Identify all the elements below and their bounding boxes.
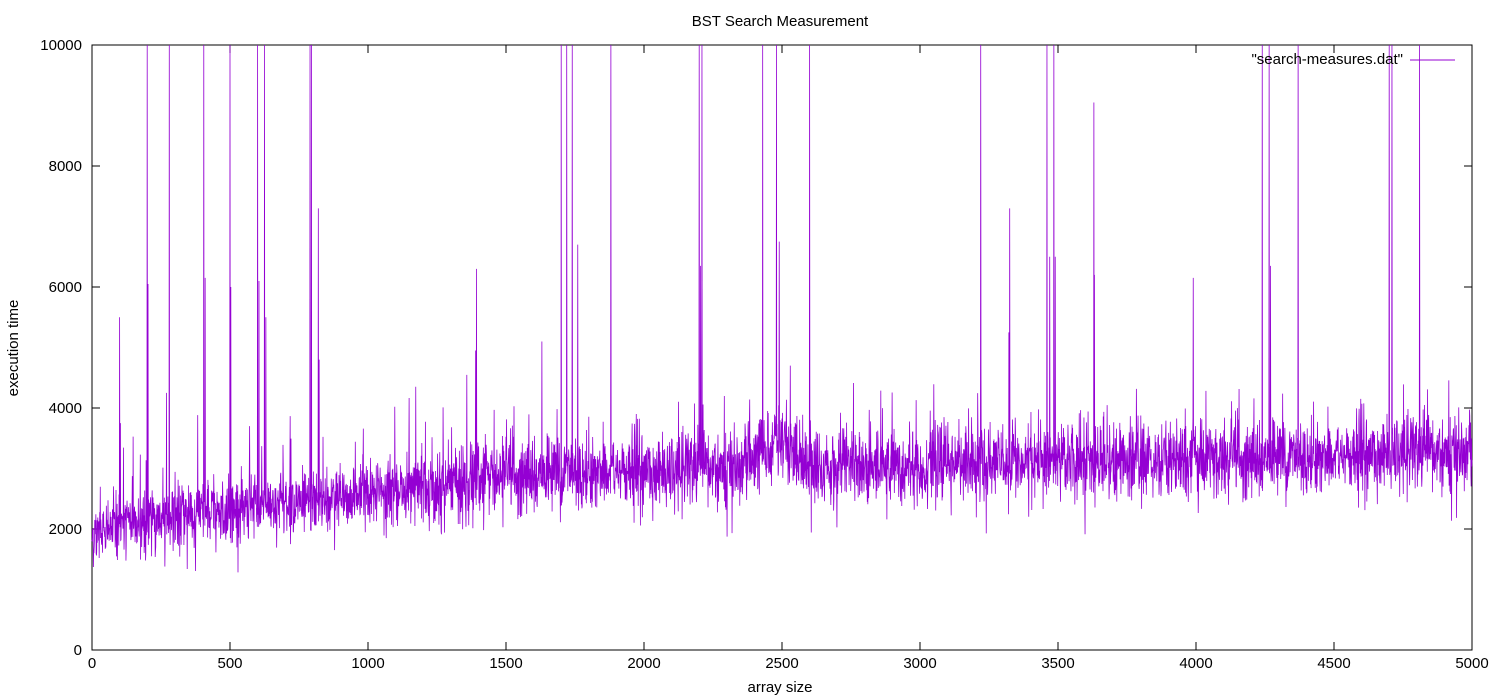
x-axis: 0 500 1000 1500 2000 2500 3000 3500 4000 4500 5000 [88, 45, 1489, 672]
y-tick-label: 10000 [40, 37, 82, 54]
chart-title: BST Search Measurement [692, 13, 869, 30]
x-tick-label: 1000 [351, 655, 384, 672]
y-tick-label: 6000 [49, 279, 82, 296]
y-tick-label: 0 [74, 642, 82, 659]
x-tick-label: 3000 [903, 655, 936, 672]
x-tick-label: 0 [88, 655, 96, 672]
x-tick-label: 2500 [765, 655, 798, 672]
y-tick-label: 4000 [49, 400, 82, 417]
y-tick-label: 2000 [49, 521, 82, 538]
x-tick-label: 3500 [1041, 655, 1074, 672]
series-line-search-measures [91, 44, 1473, 573]
legend: "search-measures.dat" [1251, 51, 1455, 68]
y-axis: 0 2000 4000 6000 8000 10000 [40, 37, 1472, 659]
x-tick-label: 500 [217, 655, 242, 672]
x-tick-label: 2000 [627, 655, 660, 672]
y-axis-label: execution time [5, 300, 22, 397]
legend-label: "search-measures.dat" [1251, 51, 1403, 68]
x-tick-label: 1500 [489, 655, 522, 672]
x-axis-label: array size [747, 679, 812, 696]
x-tick-label: 4000 [1179, 655, 1212, 672]
x-tick-label: 5000 [1455, 655, 1488, 672]
y-tick-label: 8000 [49, 158, 82, 175]
x-tick-label: 4500 [1317, 655, 1350, 672]
series-layer [91, 44, 1473, 573]
